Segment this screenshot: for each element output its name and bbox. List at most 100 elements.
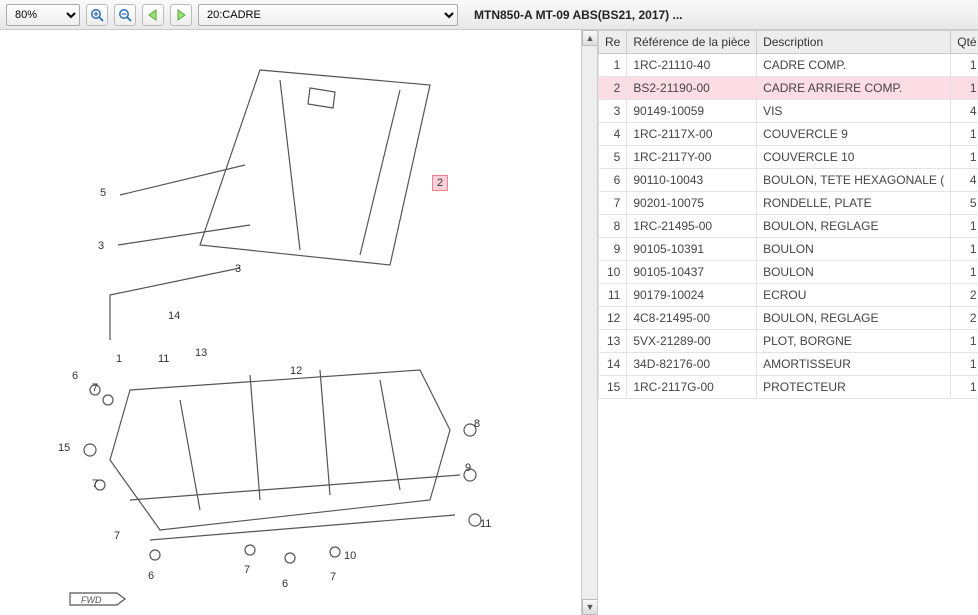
parts-table: Re Référence de la pièce Description Qté… bbox=[598, 30, 978, 399]
callout[interactable]: 7 bbox=[114, 530, 120, 542]
zoom-out-icon[interactable] bbox=[114, 4, 136, 26]
cell-re: 2 bbox=[599, 77, 627, 100]
table-row[interactable]: 1434D-82176-00AMORTISSEUR1 bbox=[599, 353, 978, 376]
callout[interactable]: 7 bbox=[244, 564, 250, 576]
cell-qty: 1 bbox=[951, 261, 978, 284]
diagram-pane[interactable]: FWD 2 5331411113671215891176767107 ▲ ▼ bbox=[0, 30, 598, 615]
diagram: FWD 2 5331411113671215891176767107 bbox=[0, 30, 580, 615]
cell-ref: 90110-10043 bbox=[627, 169, 757, 192]
cell-re: 1 bbox=[599, 54, 627, 77]
cell-re: 12 bbox=[599, 307, 627, 330]
table-row[interactable]: 151RC-2117G-00PROTECTEUR1 bbox=[599, 376, 978, 399]
table-row[interactable]: 41RC-2117X-00COUVERCLE 91 bbox=[599, 123, 978, 146]
cell-re: 3 bbox=[599, 100, 627, 123]
col-re[interactable]: Re bbox=[599, 31, 627, 54]
cell-re: 11 bbox=[599, 284, 627, 307]
cell-desc: RONDELLE, PLATE bbox=[757, 192, 951, 215]
cell-desc: COUVERCLE 9 bbox=[757, 123, 951, 146]
cell-desc: ECROU bbox=[757, 284, 951, 307]
section-select[interactable]: 20:CADRE bbox=[198, 4, 458, 26]
col-qty[interactable]: Qté bbox=[951, 31, 978, 54]
diagram-scrollbar[interactable]: ▲ ▼ bbox=[581, 30, 597, 615]
zoom-select[interactable]: 80% bbox=[6, 4, 80, 26]
table-row[interactable]: 2BS2-21190-00CADRE ARRIERE COMP.1 bbox=[599, 77, 978, 100]
table-row[interactable]: 124C8-21495-00BOULON, REGLAGE2 bbox=[599, 307, 978, 330]
cell-re: 8 bbox=[599, 215, 627, 238]
cell-ref: 90105-10437 bbox=[627, 261, 757, 284]
callout[interactable]: 3 bbox=[235, 263, 241, 275]
cell-re: 7 bbox=[599, 192, 627, 215]
next-icon[interactable] bbox=[170, 4, 192, 26]
callout[interactable]: 10 bbox=[344, 550, 356, 562]
cell-ref: 1RC-2117Y-00 bbox=[627, 146, 757, 169]
table-row[interactable]: 990105-10391BOULON1 bbox=[599, 238, 978, 261]
cell-ref: BS2-21190-00 bbox=[627, 77, 757, 100]
cell-qty: 2 bbox=[951, 307, 978, 330]
callout[interactable]: 3 bbox=[98, 240, 104, 252]
cell-qty: 5 bbox=[951, 192, 978, 215]
main: FWD 2 5331411113671215891176767107 ▲ ▼ R… bbox=[0, 30, 978, 615]
callout[interactable]: 8 bbox=[474, 418, 480, 430]
table-row[interactable]: 1090105-10437BOULON1 bbox=[599, 261, 978, 284]
callout[interactable]: 1 bbox=[116, 353, 122, 365]
cell-re: 6 bbox=[599, 169, 627, 192]
col-desc[interactable]: Description bbox=[757, 31, 951, 54]
cell-qty: 1 bbox=[951, 54, 978, 77]
cell-desc: CADRE COMP. bbox=[757, 54, 951, 77]
cell-desc: BOULON, TETE HEXAGONALE ( bbox=[757, 169, 951, 192]
cell-qty: 1 bbox=[951, 376, 978, 399]
cell-qty: 1 bbox=[951, 238, 978, 261]
table-header-row: Re Référence de la pièce Description Qté bbox=[599, 31, 978, 54]
cell-desc: CADRE ARRIERE COMP. bbox=[757, 77, 951, 100]
cell-qty: 1 bbox=[951, 77, 978, 100]
cell-re: 10 bbox=[599, 261, 627, 284]
cell-desc: BOULON, REGLAGE bbox=[757, 307, 951, 330]
cell-desc: VIS bbox=[757, 100, 951, 123]
table-row[interactable]: 81RC-21495-00BOULON, REGLAGE1 bbox=[599, 215, 978, 238]
parts-table-pane[interactable]: Re Référence de la pièce Description Qté… bbox=[598, 30, 978, 615]
callout-highlight[interactable]: 2 bbox=[432, 175, 448, 191]
cell-re: 5 bbox=[599, 146, 627, 169]
cell-qty: 1 bbox=[951, 146, 978, 169]
callout[interactable]: 5 bbox=[100, 187, 106, 199]
callout[interactable]: 7 bbox=[330, 571, 336, 583]
cell-ref: 1RC-2117G-00 bbox=[627, 376, 757, 399]
table-row[interactable]: 1190179-10024ECROU2 bbox=[599, 284, 978, 307]
table-row[interactable]: 390149-10059VIS4 bbox=[599, 100, 978, 123]
callout[interactable]: 9 bbox=[465, 462, 471, 474]
zoom-in-icon[interactable] bbox=[86, 4, 108, 26]
callout[interactable]: 13 bbox=[195, 347, 207, 359]
cell-qty: 4 bbox=[951, 100, 978, 123]
cell-desc: COUVERCLE 10 bbox=[757, 146, 951, 169]
prev-icon[interactable] bbox=[142, 4, 164, 26]
callout[interactable]: 11 bbox=[158, 353, 169, 365]
scroll-up-icon[interactable]: ▲ bbox=[582, 30, 598, 46]
table-row[interactable]: 51RC-2117Y-00COUVERCLE 101 bbox=[599, 146, 978, 169]
cell-re: 4 bbox=[599, 123, 627, 146]
cell-qty: 1 bbox=[951, 215, 978, 238]
scroll-down-icon[interactable]: ▼ bbox=[582, 599, 598, 615]
callout[interactable]: 11 bbox=[480, 518, 491, 530]
callout[interactable]: 12 bbox=[290, 365, 302, 377]
callout[interactable]: 6 bbox=[72, 370, 78, 382]
cell-re: 9 bbox=[599, 238, 627, 261]
cell-desc: PROTECTEUR bbox=[757, 376, 951, 399]
col-ref[interactable]: Référence de la pièce bbox=[627, 31, 757, 54]
cell-ref: 1RC-21110-40 bbox=[627, 54, 757, 77]
cell-qty: 2 bbox=[951, 284, 978, 307]
cell-qty: 1 bbox=[951, 123, 978, 146]
callout[interactable]: 6 bbox=[282, 578, 288, 590]
table-row[interactable]: 690110-10043BOULON, TETE HEXAGONALE (4 bbox=[599, 169, 978, 192]
table-row[interactable]: 11RC-21110-40CADRE COMP.1 bbox=[599, 54, 978, 77]
table-row[interactable]: 790201-10075RONDELLE, PLATE5 bbox=[599, 192, 978, 215]
callout[interactable]: 14 bbox=[168, 310, 180, 322]
callout[interactable]: 7 bbox=[92, 382, 98, 394]
callout[interactable]: 7 bbox=[92, 478, 98, 490]
cell-ref: 90149-10059 bbox=[627, 100, 757, 123]
table-row[interactable]: 135VX-21289-00PLOT, BORGNE1 bbox=[599, 330, 978, 353]
cell-desc: BOULON bbox=[757, 238, 951, 261]
cell-ref: 5VX-21289-00 bbox=[627, 330, 757, 353]
cell-qty: 1 bbox=[951, 330, 978, 353]
callout[interactable]: 6 bbox=[148, 570, 154, 582]
callout[interactable]: 15 bbox=[58, 442, 70, 454]
